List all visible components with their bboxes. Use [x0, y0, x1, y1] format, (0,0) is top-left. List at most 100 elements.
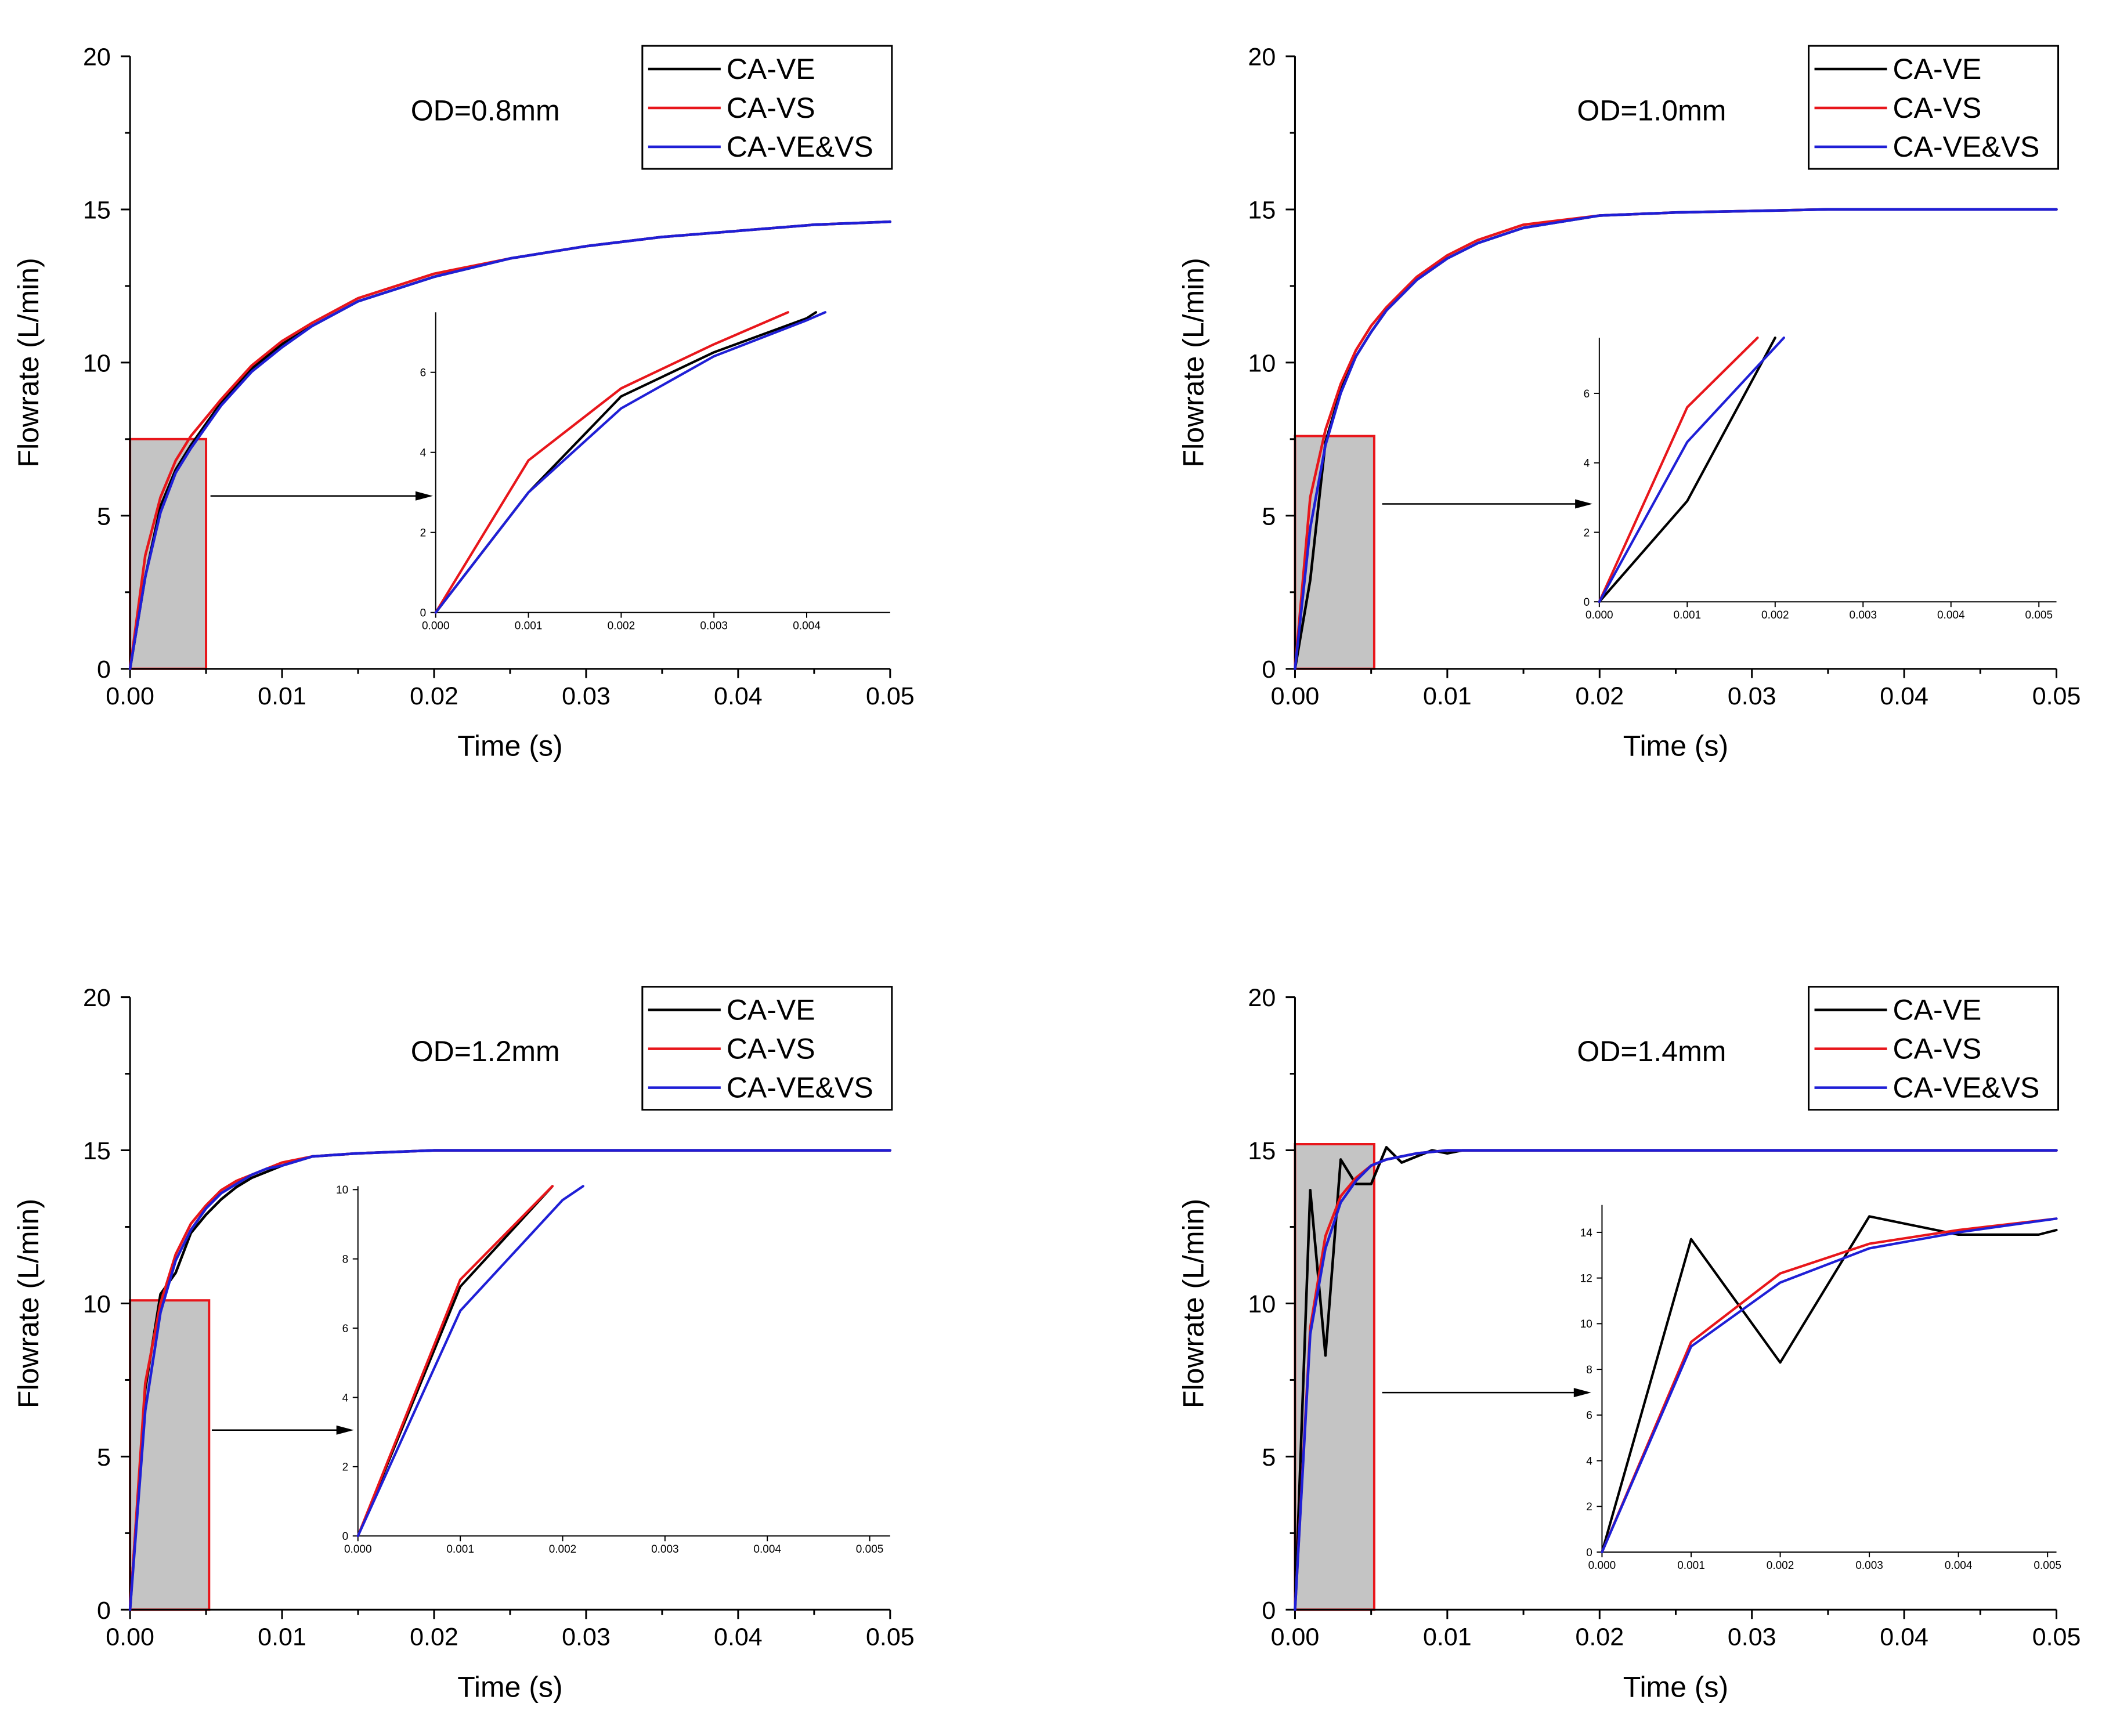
x-tick-label: 0.04 [714, 1623, 763, 1651]
y-tick-label: 20 [1248, 44, 1276, 71]
x-tick-label: 0.04 [714, 682, 763, 710]
x-tick-label: 0.002 [549, 1543, 577, 1556]
x-tick-label: 0.05 [866, 1623, 915, 1651]
inset-line-ca-ve [1601, 1215, 2058, 1554]
main-line-ca-ve [1294, 208, 2058, 670]
x-axis-title: Time (s) [1623, 730, 1728, 762]
inset-line-ca-vs [356, 1185, 554, 1538]
od-annotation: OD=1.2mm [411, 1035, 560, 1068]
x-tick-label: 0.03 [1728, 682, 1776, 710]
inset-line-ca-vs [1598, 336, 1759, 603]
x-tick-label: 0.001 [1677, 1560, 1705, 1572]
y-tick-label: 12 [1580, 1272, 1592, 1285]
y-tick-label: 10 [1248, 1290, 1276, 1318]
y-tick-label: 4 [1586, 1455, 1592, 1467]
main-line-ca-vs [128, 220, 892, 670]
y-tick-label: 10 [1248, 349, 1276, 377]
inset-line-ca-ve-vs [1598, 336, 1785, 603]
y-tick-label: 6 [1586, 1410, 1592, 1422]
main-line-ca-ve [128, 220, 892, 670]
x-axis-title: Time (s) [457, 730, 562, 762]
y-tick-label: 0 [1262, 1597, 1276, 1625]
y-tick-label: 2 [420, 527, 427, 540]
legend-label-ca-ve-vs: CA-VE&VS [727, 1072, 873, 1104]
y-tick-label: 20 [1248, 984, 1276, 1012]
x-tick-label: 0.04 [1880, 1623, 1928, 1651]
x-tick-label: 0.00 [1271, 1623, 1320, 1651]
y-tick-label: 15 [1248, 196, 1276, 224]
y-tick-label: 14 [1580, 1227, 1593, 1239]
x-tick-label: 0.02 [410, 682, 458, 710]
x-tick-label: 0.004 [1945, 1560, 1973, 1572]
y-tick-label: 0 [1584, 596, 1590, 609]
legend-label-ca-ve: CA-VE [727, 994, 815, 1026]
inset-line-ca-ve-vs [434, 311, 827, 614]
x-tick-label: 0.04 [1880, 682, 1928, 710]
x-tick-label: 0.01 [258, 1623, 306, 1651]
y-tick-label: 0 [1262, 656, 1276, 683]
y-axis-title: Flowrate (L/min) [1177, 258, 1209, 467]
y-tick-label: 20 [83, 984, 111, 1012]
y-tick-label: 5 [1262, 1444, 1276, 1471]
legend-label-ca-ve-vs: CA-VE&VS [727, 131, 873, 163]
x-tick-label: 0.005 [2034, 1560, 2061, 1572]
legend-label-ca-ve: CA-VE [1893, 994, 1982, 1026]
legend-label-ca-vs: CA-VS [727, 1033, 815, 1065]
y-tick-label: 10 [336, 1184, 348, 1196]
x-tick-label: 0.02 [1575, 682, 1624, 710]
x-tick-label: 0.002 [1761, 609, 1789, 621]
y-tick-label: 0 [420, 607, 427, 620]
inset-line-ca-vs [1601, 1217, 2058, 1554]
main-line-ca-ve-vs [128, 220, 892, 670]
y-tick-label: 6 [1584, 388, 1590, 400]
y-tick-label: 10 [83, 349, 111, 377]
x-tick-label: 0.01 [1423, 682, 1472, 710]
x-tick-label: 0.005 [2025, 609, 2053, 621]
main-line-ca-vs [128, 1149, 892, 1611]
x-tick-label: 0.003 [1850, 609, 1877, 621]
od-annotation: OD=1.0mm [1577, 94, 1726, 126]
main-line-ca-ve [128, 1149, 892, 1611]
x-tick-label: 0.004 [1937, 609, 1965, 621]
od-annotation: OD=0.8mm [411, 94, 560, 126]
legend-label-ca-ve-vs: CA-VE&VS [1893, 1072, 2040, 1104]
x-tick-label: 0.01 [258, 682, 306, 710]
y-axis-title: Flowrate (L/min) [1177, 1199, 1209, 1408]
y-tick-label: 0 [1586, 1547, 1592, 1559]
zoom-arrow-head [415, 491, 433, 501]
y-axis-title: Flowrate (L/min) [12, 258, 45, 467]
x-tick-label: 0.000 [1588, 1560, 1616, 1572]
inset-line-ca-vs [434, 311, 790, 614]
x-axis-title: Time (s) [1623, 1670, 1728, 1703]
main-line-ca-vs [1294, 208, 2058, 670]
x-tick-label: 0.005 [856, 1543, 884, 1556]
y-tick-label: 4 [420, 447, 427, 460]
y-tick-label: 2 [1584, 527, 1590, 539]
y-tick-label: 4 [342, 1392, 349, 1404]
y-tick-label: 8 [342, 1254, 349, 1266]
y-tick-label: 15 [1248, 1137, 1276, 1165]
inset-line-ca-ve-vs [356, 1185, 584, 1538]
y-tick-label: 0 [97, 656, 111, 683]
legend-label-ca-vs: CA-VS [1893, 1033, 1982, 1065]
legend-label-ca-vs: CA-VS [1893, 92, 1982, 124]
x-tick-label: 0.003 [1855, 1560, 1883, 1572]
x-tick-label: 0.003 [700, 620, 728, 632]
inset-line-ca-ve [356, 1185, 554, 1538]
x-tick-label: 0.000 [1585, 609, 1613, 621]
x-tick-label: 0.00 [106, 1623, 154, 1651]
y-tick-label: 10 [1580, 1318, 1592, 1330]
x-tick-label: 0.02 [410, 1623, 458, 1651]
x-tick-label: 0.05 [2032, 682, 2081, 710]
zoom-arrow-head [1575, 499, 1593, 509]
x-tick-label: 0.003 [651, 1543, 679, 1556]
main-line-ca-ve-vs [1294, 1149, 2058, 1611]
x-tick-label: 0.03 [562, 682, 611, 710]
y-tick-label: 8 [1586, 1364, 1592, 1376]
y-tick-label: 15 [83, 196, 111, 224]
